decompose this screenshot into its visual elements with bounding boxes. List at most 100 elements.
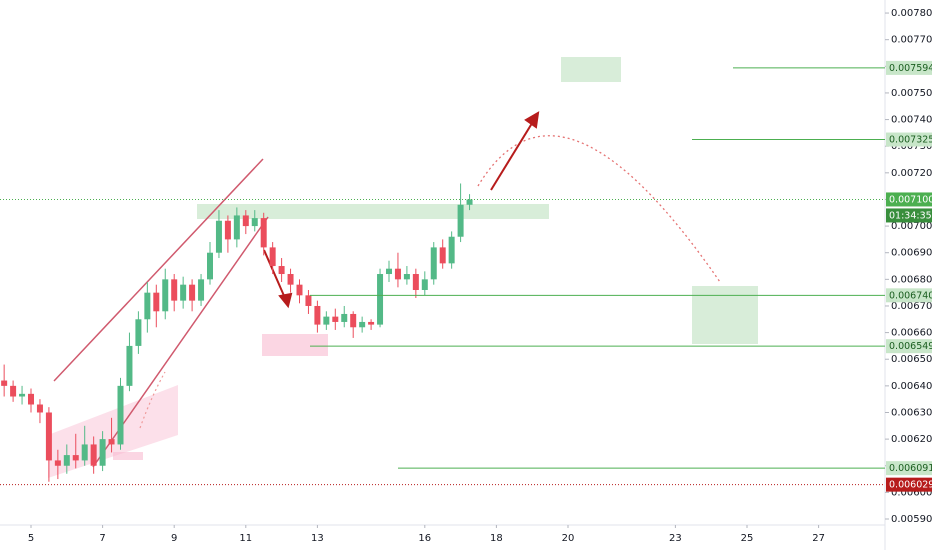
candle-body [54, 460, 61, 466]
candle-body [350, 313, 357, 328]
price-tag [886, 60, 932, 75]
candle-body [144, 292, 151, 320]
candle-body [126, 345, 133, 386]
candle-body [457, 204, 464, 237]
x-tick-label: 9 [171, 533, 177, 544]
price-tag-label: 0.007100 [889, 194, 932, 205]
candle-body [377, 274, 384, 325]
candle-body [296, 284, 303, 296]
price-tag-label: 0.006549 [889, 341, 932, 352]
arrow-up [490, 119, 535, 191]
candle-body [359, 321, 366, 328]
candle-body [233, 215, 240, 240]
candle-body [260, 218, 267, 248]
trend-line [53, 158, 264, 382]
price-tag [886, 192, 932, 207]
candle-body [28, 393, 35, 405]
y-tick-label: 0.005900 [891, 514, 932, 525]
candle-body [242, 215, 249, 227]
candle-body [403, 274, 410, 280]
candle-body [287, 274, 294, 285]
resistance-zone [197, 204, 549, 219]
candle-body [207, 252, 213, 280]
candle-body [421, 279, 428, 290]
candle-body [278, 266, 285, 275]
arrow-down [263, 249, 286, 299]
x-tick-label: 5 [28, 533, 34, 544]
candle-body [368, 321, 375, 325]
candle-body [45, 412, 52, 461]
candle-body [332, 316, 339, 322]
candle-body [162, 279, 169, 312]
candle-body [394, 268, 401, 280]
price-tag [886, 339, 932, 354]
candle-body [81, 444, 88, 461]
candle-body [108, 439, 115, 445]
candle-body [36, 404, 43, 413]
candle-body [323, 316, 330, 325]
candle-body [224, 220, 231, 240]
x-tick-label: 7 [99, 533, 105, 544]
arrow-head [524, 111, 540, 129]
x-tick-label: 13 [311, 533, 324, 544]
candle-body [99, 439, 106, 466]
candle-body [63, 455, 70, 466]
price-tag-label: 0.007325 [889, 135, 932, 146]
candle-body [117, 385, 124, 445]
x-tick-label: 25 [741, 533, 754, 544]
candle-body [10, 385, 17, 397]
projection [139, 371, 166, 429]
x-tick-label: 27 [812, 533, 825, 544]
countdown-label: 01:34:35 [889, 210, 932, 221]
channel [48, 385, 178, 478]
candle-body [153, 292, 160, 312]
candle-body [251, 218, 258, 227]
x-tick-label: 20 [562, 533, 575, 544]
candle-body [198, 279, 205, 301]
x-tick-label: 11 [239, 533, 252, 544]
price-tag-label: 0.006740 [889, 290, 932, 301]
arrow-head [278, 292, 293, 309]
arrows [263, 111, 540, 309]
price-tag [886, 288, 932, 303]
candle-body [430, 247, 437, 280]
x-tick-label: 23 [669, 533, 682, 544]
candle-body [314, 305, 321, 325]
small-zone [113, 452, 143, 460]
candle-body [385, 268, 392, 275]
x-tick-label: 16 [418, 533, 431, 544]
candle-body [269, 247, 276, 267]
candle-body [466, 199, 473, 205]
candle-body [180, 284, 187, 301]
price-tag [886, 132, 932, 147]
candle-body [1, 380, 8, 386]
candle-body [72, 455, 79, 461]
price-tag-label: 0.007594 [889, 63, 932, 74]
countdown-tag [886, 208, 932, 223]
target-zone [561, 57, 621, 82]
candle-body [412, 274, 419, 290]
price-tag [886, 477, 932, 492]
price-tag-label: 0.006029 [889, 480, 932, 491]
candle-body [448, 236, 455, 264]
candle-body [439, 247, 446, 264]
candle-body [341, 313, 348, 322]
price-tag [886, 461, 932, 476]
candle-body [305, 295, 312, 306]
